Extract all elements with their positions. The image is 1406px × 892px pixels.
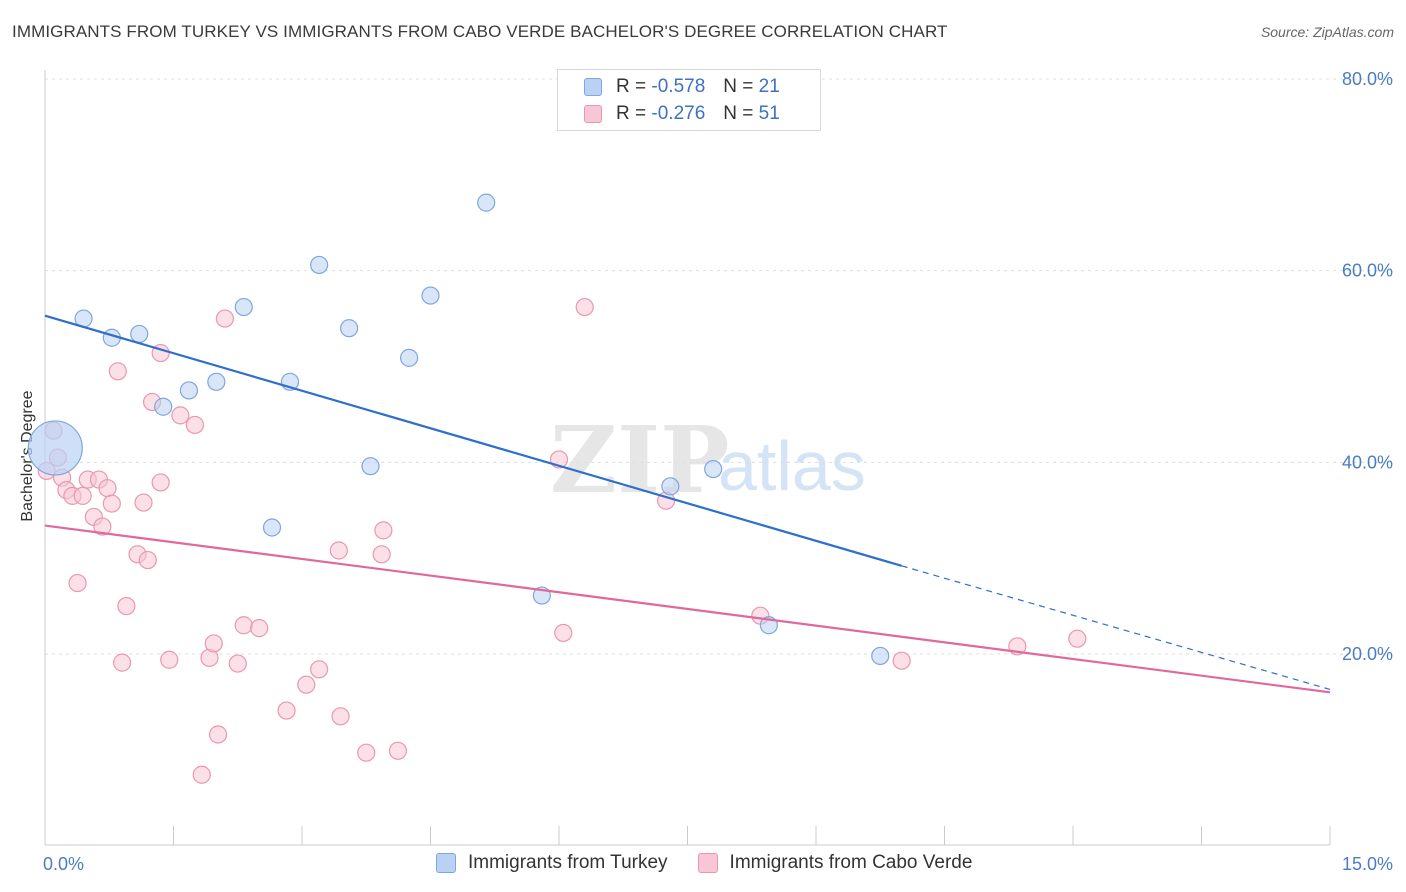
data-point-cabo-verde: [554, 623, 573, 643]
trendline-cabo-verde: [44, 524, 1331, 694]
data-point-cabo-verde: [98, 479, 117, 498]
data-point-cabo-verde: [134, 493, 153, 512]
correlation-legend: R = -0.578 N = 21 R = -0.276 N = 51: [557, 69, 821, 131]
data-point-cabo-verde: [329, 541, 348, 560]
data-point-cabo-verde: [228, 654, 247, 673]
data-point-cabo-verde: [1068, 629, 1087, 648]
legend-row-cabo-verde: R = -0.276 N = 51: [584, 103, 780, 125]
data-point-turkey: [130, 324, 149, 344]
legend-r-value: -0.578: [651, 76, 706, 97]
data-point-cabo-verde: [297, 675, 316, 694]
series-legend-item-cabo-verde: Immigrants from Cabo Verde: [697, 852, 973, 874]
data-point-cabo-verde: [138, 550, 157, 570]
data-point-cabo-verde: [250, 619, 269, 638]
legend-n-value: 51: [758, 103, 780, 124]
data-point-cabo-verde: [277, 701, 296, 720]
data-point-cabo-verde: [372, 545, 391, 564]
data-point-turkey: [340, 319, 359, 338]
legend-r-label: R =: [616, 76, 647, 97]
data-point-turkey: [262, 518, 282, 537]
data-point-cabo-verde: [117, 596, 136, 616]
y-tick-label: 60.0%: [1342, 261, 1393, 281]
data-point-turkey: [871, 646, 890, 666]
data-point-cabo-verde: [208, 725, 228, 744]
x-tick-label: 0.0%: [43, 854, 84, 874]
data-point-cabo-verde: [93, 517, 112, 536]
data-point-cabo-verde: [185, 415, 205, 435]
legend-r-value: -0.276: [651, 103, 706, 124]
data-point-turkey: [234, 297, 253, 317]
data-point-turkey: [661, 477, 680, 496]
data-point-cabo-verde: [171, 406, 190, 425]
data-point-turkey: [154, 397, 173, 416]
legend-swatch-turkey: [584, 78, 602, 96]
data-point-cabo-verde: [357, 743, 376, 762]
data-point-cabo-verde: [374, 521, 393, 540]
data-point-cabo-verde: [892, 651, 911, 670]
data-point-cabo-verde: [215, 309, 234, 328]
data-point-cabo-verde: [310, 660, 329, 679]
y-tick-label: 40.0%: [1342, 452, 1393, 472]
data-point-cabo-verde: [102, 494, 121, 513]
data-point-turkey: [477, 193, 496, 212]
series-swatch-turkey: [436, 853, 456, 873]
data-point-cabo-verde: [68, 573, 87, 593]
series-name-turkey: Immigrants from Turkey: [468, 852, 668, 873]
legend-swatch-cabo-verde: [584, 105, 602, 123]
data-point-cabo-verde: [160, 650, 179, 669]
data-point-turkey: [704, 459, 723, 479]
y-tick-label: 20.0%: [1342, 644, 1393, 664]
data-point-turkey: [310, 255, 329, 275]
data-point-turkey: [399, 348, 419, 367]
data-point-cabo-verde: [204, 634, 223, 653]
data-point-cabo-verde: [112, 653, 132, 672]
data-point-turkey: [207, 372, 226, 391]
data-point-cabo-verde: [575, 297, 594, 317]
trendline-extension-turkey: [901, 565, 1331, 691]
data-point-turkey: [27, 420, 83, 476]
data-point-cabo-verde: [234, 616, 253, 635]
y-tick-label: 80.0%: [1342, 69, 1393, 89]
data-point-cabo-verde: [151, 473, 170, 492]
legend-r-label: R =: [616, 103, 647, 124]
data-point-cabo-verde: [73, 486, 92, 505]
source-credit: Source: ZipAtlas.com: [1260, 24, 1394, 40]
series-swatch-cabo-verde: [697, 853, 718, 873]
watermark-zip: ZIP: [550, 406, 729, 514]
legend-n-label: N =: [723, 76, 754, 97]
series-legend: Immigrants from Turkey Immigrants from C…: [436, 852, 1002, 874]
chart-title: IMMIGRANTS FROM TURKEY VS IMMIGRANTS FRO…: [12, 22, 948, 41]
x-tick-label: 15.0%: [1342, 854, 1393, 874]
data-point-turkey: [421, 286, 440, 305]
legend-n-value: 21: [758, 76, 780, 97]
data-point-turkey: [179, 381, 199, 400]
series-name-cabo-verde: Immigrants from Cabo Verde: [729, 852, 973, 873]
data-point-cabo-verde: [331, 707, 350, 726]
data-point-cabo-verde: [388, 741, 408, 760]
watermark-atlas: atlas: [718, 427, 866, 505]
trendline-turkey: [44, 314, 902, 567]
data-point-turkey: [361, 457, 380, 476]
data-point-cabo-verde: [192, 765, 211, 784]
data-point-cabo-verde: [108, 362, 127, 381]
series-legend-item-turkey: Immigrants from Turkey: [436, 852, 668, 874]
legend-n-label: N =: [723, 103, 754, 124]
legend-row-turkey: R = -0.578 N = 21: [584, 76, 780, 98]
